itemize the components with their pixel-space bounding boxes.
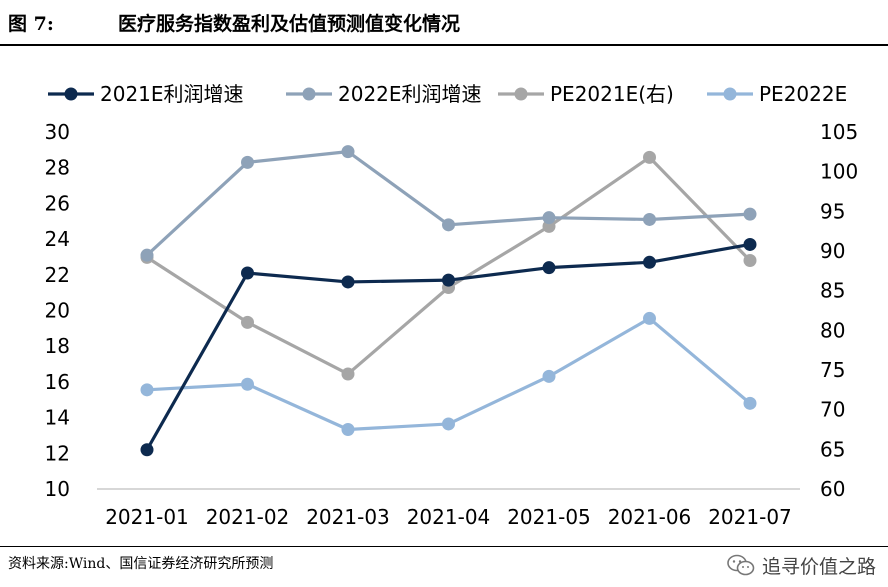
x-tick-label: 2021-04 xyxy=(407,505,491,529)
data-point-pe2022 xyxy=(140,383,154,397)
data-point-s2022 xyxy=(442,218,455,232)
data-point-pe2021 xyxy=(341,367,355,381)
data-point-s2022 xyxy=(743,207,757,221)
data-point-pe2022 xyxy=(643,311,656,325)
figure-title: 医疗服务指数盈利及估值预测值变化情况 xyxy=(118,13,461,35)
top-divider xyxy=(0,44,888,46)
data-point-pe2022 xyxy=(542,369,556,383)
data-point-pe2022 xyxy=(442,417,455,431)
legend-label: 2021E利润增速 xyxy=(100,82,244,106)
data-point-s2022 xyxy=(241,155,254,169)
y-right-tick-label: 80 xyxy=(820,318,845,342)
data-point-s2022 xyxy=(341,145,355,159)
data-point-s2021 xyxy=(442,273,455,287)
y-left-tick-label: 24 xyxy=(45,227,70,251)
data-point-pe2021 xyxy=(743,254,757,268)
y-left-tick-label: 20 xyxy=(45,299,70,323)
line-chart: 10 12 14 16 18 20 22 24 26 28 30 60 65 70 75 80 85 90 95 10… xyxy=(45,82,859,529)
legend-label: 2022E利润增速 xyxy=(338,82,482,106)
data-point-pe2022 xyxy=(341,423,355,436)
legend-label: PE2021E(右) xyxy=(550,82,674,106)
series-line-pe2021 xyxy=(146,155,752,376)
x-tick-label: 2021-02 xyxy=(206,505,290,529)
y-left-tick-label: 14 xyxy=(45,406,70,430)
watermark: 追寻价值之路 xyxy=(726,548,876,582)
y-right-tick-label: 85 xyxy=(820,279,845,303)
data-point-pe2021 xyxy=(643,150,656,164)
data-point-s2021 xyxy=(341,275,355,289)
source-note: 资料来源:Wind、国信证券经济研究所预测 xyxy=(8,556,274,572)
data-point-pe2021 xyxy=(241,315,254,329)
y-right-tick-label: 70 xyxy=(820,398,845,422)
y-left-tick-label: 26 xyxy=(45,191,70,215)
y-left-tick-label: 10 xyxy=(45,477,70,501)
x-tick-label: 2021-01 xyxy=(105,505,189,529)
x-tick-label: 2021-03 xyxy=(306,505,390,529)
y-right-tick-label: 65 xyxy=(820,437,845,461)
data-point-s2022 xyxy=(542,211,556,225)
legend-swatch-marker xyxy=(302,87,316,101)
data-point-s2021 xyxy=(643,255,656,269)
legend-swatch-marker xyxy=(723,87,737,101)
data-point-s2022 xyxy=(643,212,656,226)
y-right-tick-label: 100 xyxy=(820,160,858,184)
y-left-tick-label: 28 xyxy=(45,156,70,180)
data-point-pe2022 xyxy=(743,396,757,410)
y-right-tick-label: 90 xyxy=(820,239,845,263)
data-point-pe2022 xyxy=(241,377,254,391)
y-right-tick-label: 60 xyxy=(820,477,845,501)
series-line-pe2022 xyxy=(146,316,752,432)
bottom-divider xyxy=(0,546,888,547)
data-point-s2022 xyxy=(140,248,154,262)
data-point-s2021 xyxy=(542,261,556,275)
x-tick-label: 2021-06 xyxy=(608,505,692,529)
figure-title-bar: 图 7: 医疗服务指数盈利及估值预测值变化情况 xyxy=(0,8,888,40)
x-tick-label: 2021-07 xyxy=(708,505,792,529)
y-left-tick-label: 12 xyxy=(45,441,70,465)
y-right-tick-label: 75 xyxy=(820,358,845,382)
y-right-tick-label: 95 xyxy=(820,199,845,223)
legend-swatch-marker xyxy=(514,87,528,101)
y-left-tick-label: 22 xyxy=(45,263,70,287)
y-left-tick-label: 18 xyxy=(45,334,70,358)
legend-swatch-marker xyxy=(64,87,78,101)
wechat-icon xyxy=(727,554,755,576)
y-left-tick-label: 16 xyxy=(45,370,70,394)
data-point-s2021 xyxy=(743,237,757,251)
data-point-s2021 xyxy=(241,266,254,280)
figure-number: 图 7: xyxy=(8,13,54,35)
y-right-tick-label: 105 xyxy=(820,120,858,144)
y-left-tick-label: 30 xyxy=(45,120,70,144)
data-point-s2021 xyxy=(140,443,154,457)
watermark-text: 追寻价值之路 xyxy=(761,555,876,578)
legend-label: PE2022E xyxy=(759,82,847,106)
x-tick-label: 2021-05 xyxy=(507,505,591,529)
